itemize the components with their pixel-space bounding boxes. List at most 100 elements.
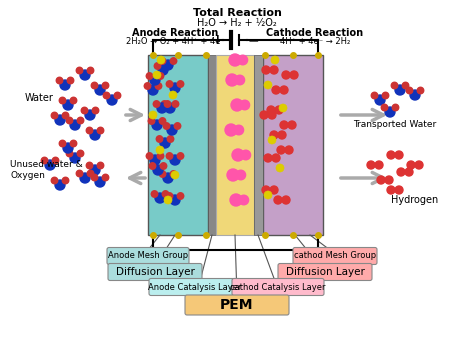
Circle shape <box>395 151 403 159</box>
Circle shape <box>51 177 58 184</box>
Circle shape <box>171 171 179 179</box>
Circle shape <box>165 63 172 69</box>
Circle shape <box>268 111 276 119</box>
Text: cathod Catalysis Layer: cathod Catalysis Layer <box>230 282 326 291</box>
Circle shape <box>95 177 105 187</box>
Circle shape <box>276 164 284 172</box>
Circle shape <box>76 67 83 74</box>
Circle shape <box>163 173 173 183</box>
FancyBboxPatch shape <box>278 264 372 281</box>
Circle shape <box>264 191 272 199</box>
Circle shape <box>272 154 280 162</box>
Circle shape <box>164 196 172 204</box>
Circle shape <box>80 70 90 80</box>
Circle shape <box>163 123 170 129</box>
Circle shape <box>382 92 389 99</box>
FancyBboxPatch shape <box>108 264 202 281</box>
Circle shape <box>262 186 270 194</box>
Circle shape <box>288 121 296 129</box>
Circle shape <box>150 75 160 85</box>
Text: Cathode Reaction: Cathode Reaction <box>266 28 364 38</box>
Bar <box>148 55 208 235</box>
Circle shape <box>76 170 83 177</box>
Circle shape <box>392 104 399 111</box>
Circle shape <box>148 85 158 95</box>
Text: 4H⁺ + 4e⁻ → 2H₂: 4H⁺ + 4e⁻ → 2H₂ <box>280 37 350 46</box>
Circle shape <box>371 92 378 99</box>
Circle shape <box>77 150 84 157</box>
Circle shape <box>270 131 278 139</box>
Circle shape <box>169 91 177 99</box>
Bar <box>216 55 254 235</box>
Circle shape <box>55 180 65 190</box>
Circle shape <box>102 82 109 89</box>
Circle shape <box>280 121 288 129</box>
Circle shape <box>375 161 383 169</box>
Circle shape <box>226 74 238 86</box>
Circle shape <box>367 161 375 169</box>
Circle shape <box>159 118 166 124</box>
Circle shape <box>235 75 245 85</box>
Circle shape <box>274 196 282 204</box>
Circle shape <box>391 82 398 89</box>
Circle shape <box>151 191 158 197</box>
Circle shape <box>285 146 293 154</box>
Circle shape <box>70 97 77 104</box>
Circle shape <box>59 140 66 147</box>
Circle shape <box>90 130 100 140</box>
Circle shape <box>159 171 166 177</box>
Circle shape <box>279 104 287 112</box>
Circle shape <box>170 83 180 93</box>
Circle shape <box>97 162 104 169</box>
Circle shape <box>148 118 155 124</box>
Circle shape <box>170 195 180 205</box>
Circle shape <box>157 73 164 79</box>
Circle shape <box>236 170 246 180</box>
Text: +: + <box>212 33 223 47</box>
Text: Hydrogen: Hydrogen <box>392 195 438 205</box>
Circle shape <box>45 160 55 170</box>
Circle shape <box>155 193 165 203</box>
Text: Anode Mesh Group: Anode Mesh Group <box>108 252 188 261</box>
Circle shape <box>158 65 168 75</box>
Circle shape <box>62 177 69 184</box>
Circle shape <box>162 191 169 197</box>
Circle shape <box>102 174 109 181</box>
Circle shape <box>146 73 153 79</box>
Circle shape <box>91 82 98 89</box>
Circle shape <box>407 161 415 169</box>
Circle shape <box>63 143 73 153</box>
Circle shape <box>375 95 385 105</box>
Circle shape <box>234 125 244 135</box>
Circle shape <box>387 186 395 194</box>
Circle shape <box>149 163 156 169</box>
Circle shape <box>231 99 243 111</box>
Text: Anode Catalysis Layer: Anode Catalysis Layer <box>148 282 242 291</box>
FancyBboxPatch shape <box>107 247 189 264</box>
FancyBboxPatch shape <box>293 247 377 264</box>
Circle shape <box>91 174 98 181</box>
Circle shape <box>262 66 270 74</box>
Circle shape <box>271 56 279 64</box>
Circle shape <box>410 90 420 100</box>
Circle shape <box>397 168 405 176</box>
Circle shape <box>385 107 395 117</box>
Circle shape <box>387 151 395 159</box>
Circle shape <box>41 157 48 164</box>
Circle shape <box>164 101 171 107</box>
Circle shape <box>225 124 237 136</box>
Circle shape <box>227 169 239 181</box>
FancyBboxPatch shape <box>185 295 289 315</box>
Circle shape <box>166 153 173 159</box>
Circle shape <box>114 92 121 99</box>
Circle shape <box>63 100 73 110</box>
Circle shape <box>159 58 166 64</box>
Text: Water: Water <box>25 93 54 103</box>
Circle shape <box>81 107 88 114</box>
Circle shape <box>290 71 298 79</box>
Text: H₂O → H₂ + ½O₂: H₂O → H₂ + ½O₂ <box>197 18 277 28</box>
Circle shape <box>51 112 58 119</box>
Text: Unused water &
Oxygen: Unused water & Oxygen <box>10 160 83 180</box>
Circle shape <box>272 86 280 94</box>
Circle shape <box>267 106 275 114</box>
